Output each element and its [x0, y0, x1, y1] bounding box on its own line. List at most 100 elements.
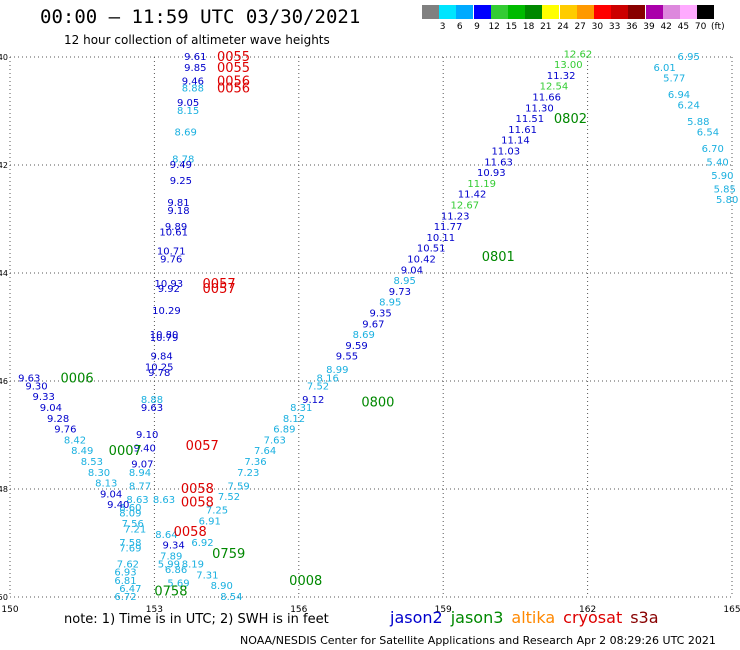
wave-height-point: 9.78 — [148, 368, 170, 379]
y-tick-label: -46 — [0, 377, 8, 386]
wave-height-point: 9.18 — [167, 206, 189, 217]
wave-height-point: 11.63 — [484, 157, 513, 168]
wave-height-point: 9.59 — [345, 341, 367, 352]
satellite-label: jason3 — [450, 608, 504, 627]
color-scale-label: 27 — [574, 22, 586, 32]
wave-height-point: 9.04 — [100, 489, 122, 500]
color-scale-label: 15 — [505, 22, 518, 32]
color-scale-label: 36 — [626, 22, 638, 32]
color-scale-label: 9 — [474, 22, 480, 32]
color-swatch — [611, 5, 629, 19]
pass-time-label: 0006 — [61, 371, 94, 386]
wave-height-point: 10.51 — [417, 244, 446, 255]
wave-height-point: 10.80 — [150, 330, 179, 341]
wave-height-point: 7.56 — [122, 519, 144, 530]
wave-height-point: 6.47 — [119, 584, 141, 595]
pass-time-label: 0759 — [212, 547, 245, 562]
wave-height-point: 5.85 — [714, 184, 736, 195]
wave-height-point: 12.62 — [564, 49, 593, 60]
color-scale-label: 70 — [694, 22, 707, 32]
wave-height-point: 7.58 — [119, 538, 141, 549]
color-swatch — [542, 5, 560, 19]
pass-time-label: 0758 — [154, 585, 187, 600]
footnote: note: 1) Time is in UTC; 2) SWH is in fe… — [64, 612, 329, 627]
wave-height-point: 11.66 — [532, 93, 561, 104]
wave-height-point: 9.49 — [170, 160, 192, 171]
color-swatch — [508, 5, 525, 19]
satellite-label: cryosat — [563, 608, 623, 627]
wave-height-point: 6.81 — [114, 576, 136, 587]
wave-height-point: 9.76 — [54, 425, 76, 436]
pass-time-label: 0057 — [186, 439, 219, 454]
wave-height-point: 8.63 — [126, 495, 148, 506]
wave-height-point: 10.29 — [152, 306, 181, 317]
satellite-label: jason2 — [390, 608, 443, 627]
wave-height-point: 9.40 — [107, 500, 129, 511]
wave-height-point: 6.89 — [273, 425, 295, 436]
wave-height-point: 5.88 — [687, 117, 709, 128]
wave-height-point: 9.25 — [170, 176, 192, 187]
wave-height-point: 8.77 — [129, 481, 151, 492]
color-scale-label: 30 — [591, 22, 604, 32]
wave-height-point: 7.25 — [206, 506, 228, 517]
wave-height-point: 10.61 — [159, 228, 188, 239]
wave-height-point: 10.79 — [150, 333, 179, 344]
wave-height-point: 5.69 — [167, 579, 189, 590]
color-swatch — [662, 5, 680, 19]
color-swatch — [628, 5, 646, 19]
pass-time-label: 0058 — [181, 482, 214, 497]
satellite-legend: jason2 jason3 altika cryosat s3a — [390, 608, 667, 627]
wave-height-point: 5.40 — [706, 157, 728, 168]
color-scale-label: 6 — [456, 22, 463, 32]
wave-height-point: 5.80 — [716, 195, 738, 206]
wave-height-point: 11.32 — [547, 71, 576, 82]
satellite-label: altika — [511, 608, 556, 627]
wave-height-point: 12.54 — [540, 82, 569, 93]
color-scale-label: 18 — [522, 22, 535, 32]
color-swatch — [645, 5, 663, 19]
wave-height-point: 11.51 — [516, 114, 545, 125]
wave-height-point: 9.10 — [136, 430, 158, 441]
color-scale-label: 39 — [643, 22, 655, 32]
wave-height-point: 11.19 — [467, 179, 496, 190]
wave-height-point: 8.90 — [211, 581, 233, 592]
wave-height-point: 8.88 — [182, 83, 204, 94]
wave-height-point: 8.64 — [155, 530, 177, 541]
x-tick-label: 162 — [579, 605, 596, 615]
wave-height-point: 6.91 — [199, 516, 221, 527]
color-swatch — [697, 5, 715, 19]
wave-height-point: 9.92 — [158, 284, 180, 295]
wave-height-point: 11.61 — [508, 125, 537, 136]
wave-height-point: 7.63 — [264, 435, 286, 446]
wave-height-point: 6.92 — [191, 538, 213, 549]
wave-height-point: 8.16 — [317, 373, 339, 384]
wave-height-point: 10.42 — [407, 255, 436, 266]
wave-height-point: 9.35 — [369, 309, 391, 320]
wave-height-point: 7.52 — [307, 381, 329, 392]
wave-height-point: 7.69 — [119, 543, 141, 554]
wave-height-point: 9.07 — [131, 460, 153, 471]
color-swatch — [525, 5, 543, 19]
wave-height-point: 8.88 — [141, 395, 163, 406]
wave-height-point: 7.23 — [237, 468, 259, 479]
wave-height-point: 9.34 — [163, 541, 185, 552]
color-scale-label: 12 — [488, 22, 500, 32]
wave-height-point: 7.31 — [196, 570, 218, 581]
wave-height-point: 8.13 — [95, 479, 117, 490]
wave-height-point: 9.81 — [167, 198, 189, 209]
wave-height-point: 6.72 — [114, 592, 136, 603]
x-tick-label: 156 — [290, 605, 307, 615]
wave-height-point: 6.70 — [702, 144, 724, 155]
wave-height-point: 8.19 — [182, 560, 204, 571]
wave-height-point: 6.94 — [668, 90, 690, 101]
wave-height-point: 6.54 — [697, 128, 719, 139]
wave-height-point: 10.25 — [145, 363, 174, 374]
x-tick-label: 159 — [435, 605, 452, 615]
wave-height-point: 11.03 — [491, 147, 520, 158]
chart-subtitle: 12 hour collection of altimeter wave hei… — [64, 33, 330, 47]
wave-height-point: 8.69 — [353, 330, 375, 341]
wave-height-point: 8.78 — [172, 155, 194, 166]
wave-height-point: 9.73 — [389, 287, 411, 298]
chart-title: 00:00 – 11:59 UTC 03/30/2021 — [40, 6, 361, 28]
